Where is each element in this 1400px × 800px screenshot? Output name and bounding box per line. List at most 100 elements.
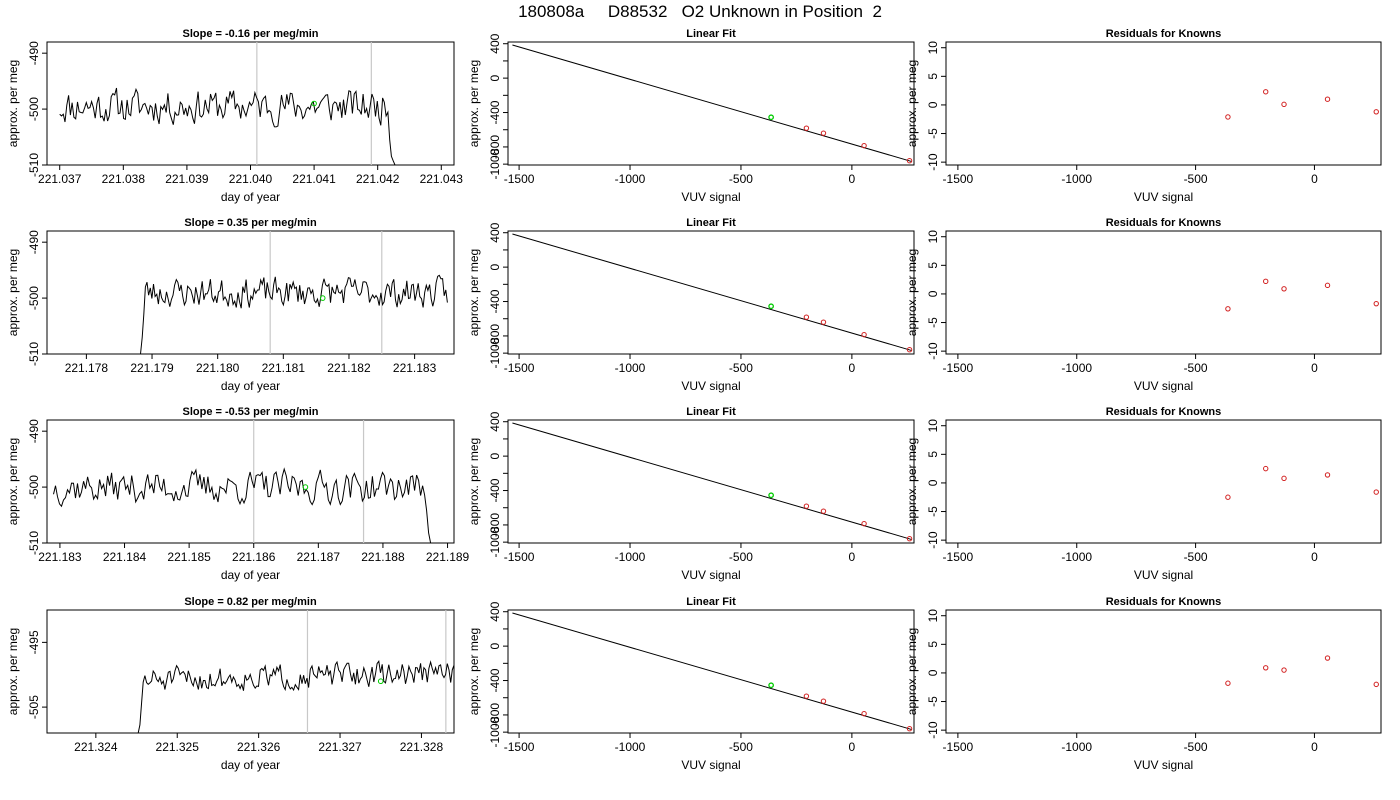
x-tick-label: 221.182 (327, 361, 371, 375)
x-tick-label: 0 (849, 361, 856, 375)
y-tick-label: 5 (926, 641, 940, 648)
fit-line (512, 612, 912, 731)
y-tick-label: 5 (926, 73, 940, 80)
y-tick-label: 400 (488, 601, 502, 621)
x-axis-label: VUV signal (681, 758, 740, 772)
y-axis-label: approx. per meg (467, 438, 481, 525)
y-tick-label: 0 (488, 74, 502, 81)
x-tick-label: -1000 (1061, 740, 1092, 754)
residual-point (1281, 667, 1287, 673)
y-tick-label: 400 (488, 411, 502, 431)
panel-title: Slope = -0.16 per meg/min (182, 28, 318, 40)
x-tick-label: 221.043 (420, 172, 464, 186)
residual-point (1324, 96, 1331, 102)
x-tick-label: 221.188 (361, 550, 405, 564)
residual-point (1324, 282, 1331, 289)
y-tick-label: 10 (926, 41, 940, 55)
plot-frame (507, 230, 915, 355)
y-tick-label: 10 (926, 609, 940, 623)
residual-point (1373, 300, 1379, 307)
x-tick-label: 0 (1311, 172, 1318, 186)
x-tick-label: 0 (849, 172, 856, 186)
x-tick-label: 221.183 (393, 361, 437, 375)
x-tick-label: 221.184 (103, 550, 147, 564)
x-tick-label: -1500 (943, 740, 974, 754)
plot-frame (945, 419, 1382, 544)
panel-title: Linear Fit (686, 406, 736, 418)
y-tick-label: -490 (27, 230, 41, 254)
known-point (861, 710, 867, 717)
fit-line (512, 422, 912, 541)
y-tick-label: -5 (926, 317, 940, 328)
panel-title: Linear Fit (686, 217, 736, 229)
x-tick-label: 221.328 (400, 740, 444, 754)
x-tick-label: 221.324 (74, 740, 118, 754)
residual-point (1225, 680, 1231, 686)
x-tick-label: -1500 (943, 361, 974, 375)
y-axis-label: approx. per meg (6, 60, 20, 147)
x-tick-label: 221.327 (318, 740, 362, 754)
panel-title: Residuals for Knowns (1106, 217, 1222, 229)
x-tick-label: 221.040 (229, 172, 273, 186)
y-tick-label: -400 (488, 289, 502, 313)
plot-frame (945, 230, 1382, 355)
known-point (906, 346, 913, 353)
unknown-point (768, 682, 774, 689)
residual-point (1373, 109, 1379, 115)
y-tick-label: -510 (27, 153, 41, 177)
y-tick-label: -400 (488, 478, 502, 502)
y-tick-label: -490 (27, 41, 41, 65)
panel-title: Slope = 0.35 per meg/min (184, 217, 317, 229)
known-point (820, 130, 827, 136)
unknown-point (319, 295, 326, 301)
plot-frame (46, 419, 455, 544)
x-tick-label: 221.179 (130, 361, 174, 375)
x-tick-label: -1000 (1061, 550, 1092, 564)
x-tick-label: 221.042 (356, 172, 400, 186)
unknown-point (768, 114, 774, 121)
y-tick-label: -500 (27, 475, 41, 499)
y-tick-label: 400 (488, 33, 502, 53)
y-axis-label: approx. per meg (467, 628, 481, 715)
x-tick-label: -1500 (504, 550, 535, 564)
residual-point (1225, 306, 1231, 312)
y-tick-label: -10 (926, 721, 940, 739)
x-tick-label: 0 (1311, 550, 1318, 564)
x-tick-label: -500 (729, 172, 753, 186)
figure-title: 180808a D88532 O2 Unknown in Position 2 (518, 2, 882, 21)
y-axis-label: approx. per meg (6, 249, 20, 336)
unknown-point (377, 678, 384, 685)
x-axis-label: VUV signal (1134, 190, 1193, 204)
plot-frame (507, 419, 915, 544)
y-tick-label: -800 (488, 324, 502, 348)
x-tick-label: -1500 (504, 740, 535, 754)
panel-title: Residuals for Knowns (1106, 596, 1222, 608)
y-axis-label: approx. per meg (905, 438, 919, 525)
y-tick-label: 0 (926, 290, 940, 297)
y-axis-label: approx. per meg (467, 60, 481, 147)
x-axis-label: VUV signal (681, 190, 740, 204)
known-point (861, 520, 867, 527)
x-tick-label: -500 (1184, 172, 1208, 186)
x-tick-label: -1500 (943, 550, 974, 564)
y-axis-label: approx. per meg (467, 249, 481, 336)
y-tick-label: -800 (488, 135, 502, 159)
x-tick-label: 221.187 (297, 550, 341, 564)
residual-point (1263, 278, 1269, 285)
x-tick-label: 221.185 (167, 550, 211, 564)
known-point (861, 142, 867, 149)
x-tick-label: -1000 (615, 740, 646, 754)
y-tick-label: 0 (926, 669, 940, 676)
x-axis-label: day of year (221, 190, 280, 204)
unknown-point (768, 303, 774, 310)
y-tick-label: -500 (27, 97, 41, 121)
x-tick-label: 0 (1311, 740, 1318, 754)
y-tick-label: -10 (926, 342, 940, 360)
x-tick-label: -1500 (504, 361, 535, 375)
x-tick-label: 221.037 (38, 172, 82, 186)
known-point (906, 535, 913, 542)
plot-frame (46, 230, 455, 355)
y-tick-label: -1000 (488, 148, 502, 179)
x-tick-label: -1000 (1061, 361, 1092, 375)
x-tick-label: 221.325 (156, 740, 200, 754)
